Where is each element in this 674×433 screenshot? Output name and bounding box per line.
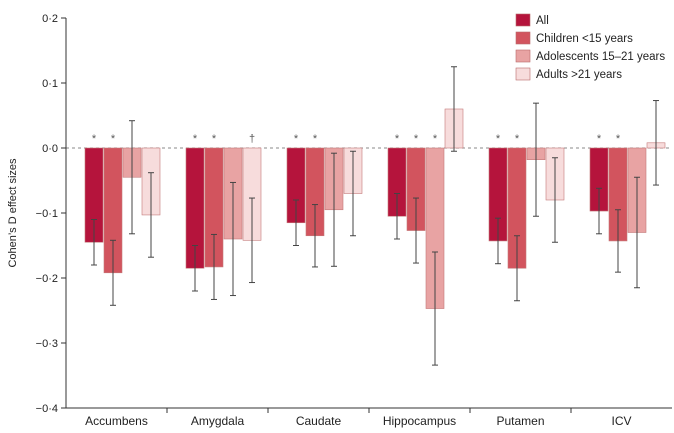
x-category-label: ICV	[611, 414, 631, 428]
x-category-label: Accumbens	[85, 414, 148, 428]
significance-marker: *	[92, 133, 97, 145]
legend-label: Children <15 years	[536, 33, 633, 45]
y-tick-label: −0·3	[36, 338, 58, 350]
y-tick-label: −0·2	[36, 273, 58, 285]
significance-marker: *	[433, 133, 438, 145]
significance-marker: *	[414, 133, 419, 145]
significance-marker: *	[515, 133, 520, 145]
y-tick-label: 0·2	[42, 13, 58, 25]
significance-marker: †	[249, 133, 255, 145]
significance-marker: *	[294, 133, 299, 145]
x-category-label: Amygdala	[191, 414, 245, 428]
significance-marker: *	[313, 133, 318, 145]
x-category-label: Caudate	[296, 414, 342, 428]
legend-swatch	[515, 13, 531, 27]
bars-layer	[84, 108, 666, 309]
significance-marker: *	[496, 133, 501, 145]
y-axis-title: Cohen’s D effect sizes	[7, 158, 19, 268]
legend: All Children <15 years Adolescents 15–21 y…	[515, 13, 665, 81]
significance-marker: *	[395, 133, 400, 145]
legend-swatch	[515, 67, 531, 81]
significance-marker: *	[111, 133, 116, 145]
error-bars-layer: * * * * * * * * * * * * * †	[91, 66, 659, 366]
significance-marker: *	[616, 133, 621, 145]
y-tick-label: −0·4	[36, 403, 58, 415]
significance-marker: *	[193, 133, 198, 145]
y-tick-label: 0·1	[42, 78, 58, 90]
x-category-label: Hippocampus	[383, 414, 456, 428]
legend-label: All	[536, 15, 549, 27]
significance-marker: *	[597, 133, 602, 145]
significance-marker: *	[212, 133, 217, 145]
y-tick-label: −0·1	[36, 208, 58, 220]
y-tick-label: 0·0	[42, 143, 58, 155]
legend-swatch	[515, 31, 531, 45]
axis-layer: 0·2 0·1 0·0 −0·1 −0·2 −0·3 −0·4 Accumbens Amygda…	[36, 13, 672, 428]
legend-swatch	[515, 49, 531, 63]
legend-label: Adolescents 15–21 years	[536, 51, 665, 63]
x-category-label: Putamen	[496, 414, 544, 428]
legend-label: Adults >21 years	[536, 69, 622, 81]
